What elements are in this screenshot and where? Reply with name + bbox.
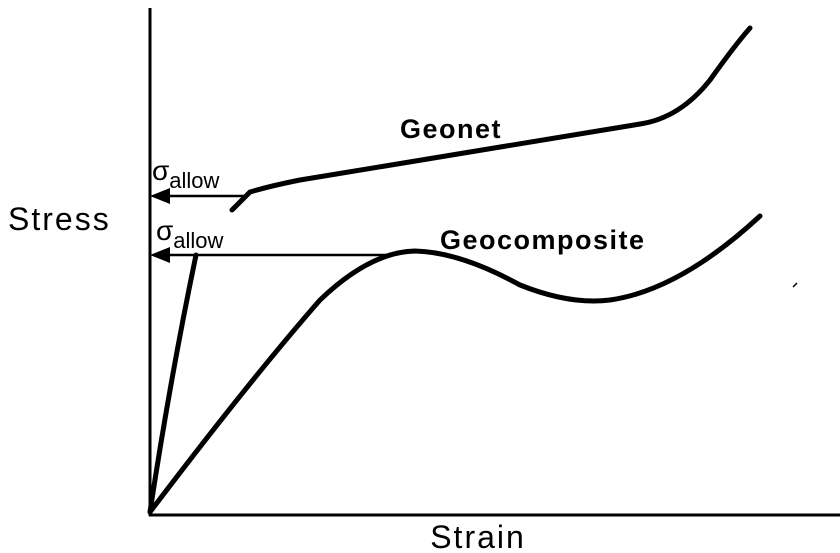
geonet-curve [229,25,753,213]
subscript: allow [169,168,219,193]
sigma-label: σallow [152,155,220,193]
steep-curve [147,252,199,515]
sigma: σ [156,215,173,246]
y-axis-label: Stress [8,201,111,237]
speck [792,282,798,288]
geocomposite-curve [147,213,763,515]
subscript: allow [173,228,223,253]
arrowhead [150,188,170,204]
arrowhead [150,247,170,263]
curve-label: Geonet [400,114,502,144]
sigma: σ [152,155,169,186]
sigma-label: σallow [156,215,224,253]
curve-label: Geocomposite [440,225,646,255]
x-axis-label: Strain [430,519,526,553]
